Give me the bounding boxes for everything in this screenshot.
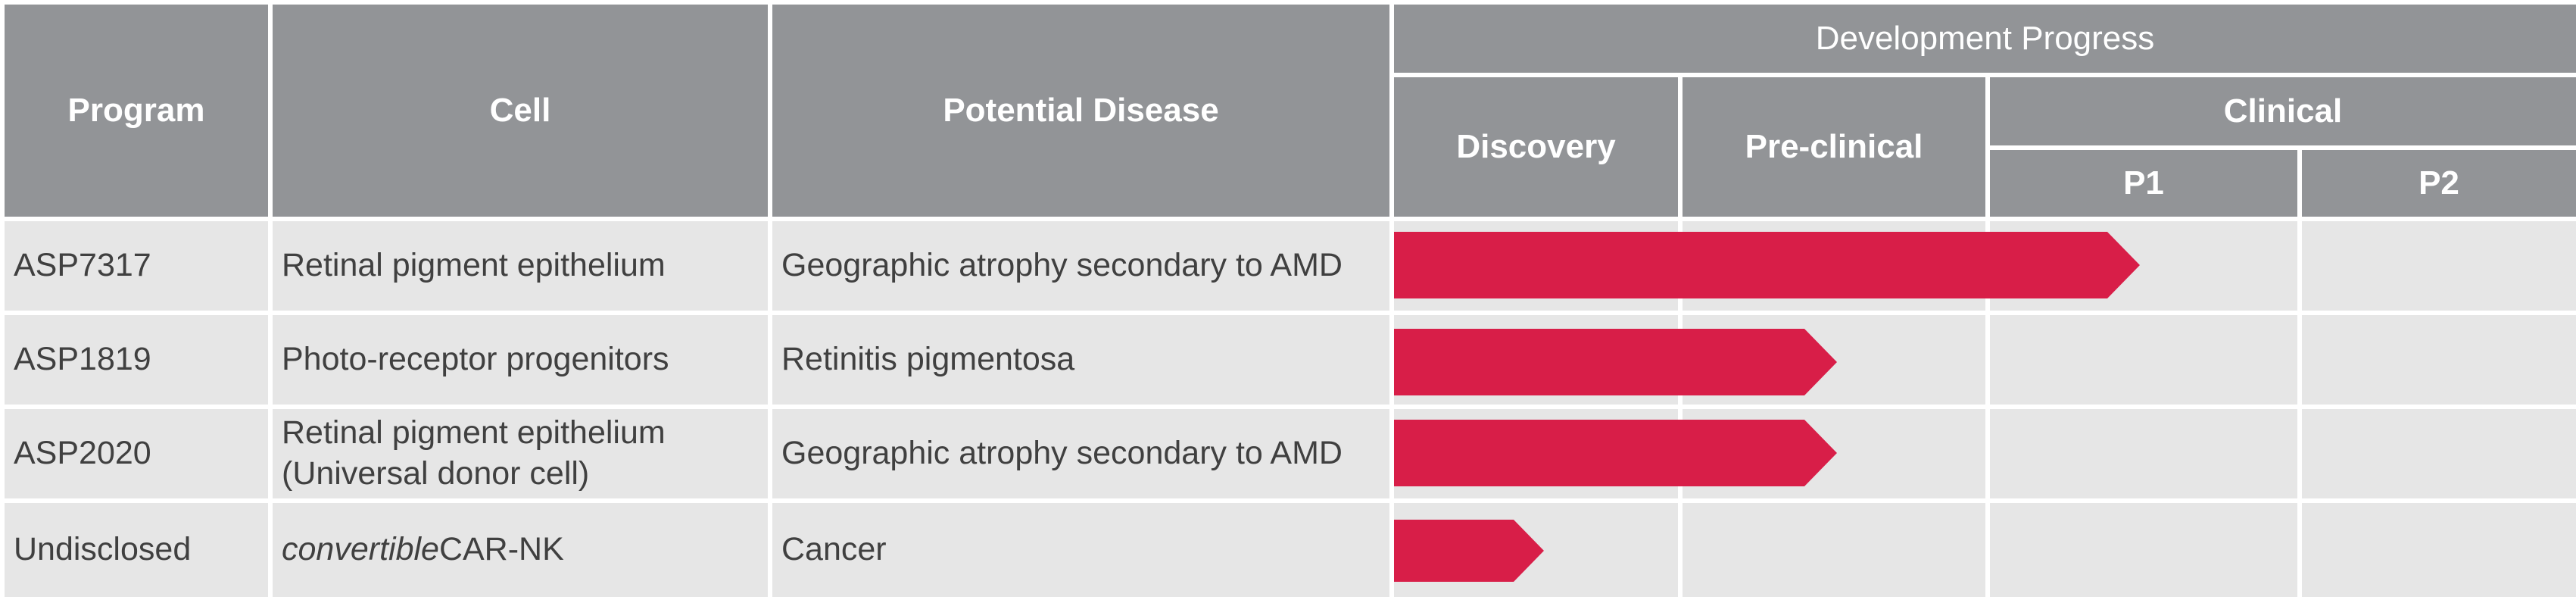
- cell-type-rest: CAR-NK: [438, 531, 564, 568]
- progress-arrow-undisclosed: [1394, 520, 1544, 582]
- program-name: Undisclosed: [14, 531, 192, 568]
- table-row-disease: Geographic atrophy secondary to AMD: [772, 221, 1389, 311]
- progress-arrow-asp1819: [1394, 329, 1837, 395]
- cell-type-italic: convertible: [282, 531, 439, 568]
- table-row-program: ASP7317: [5, 221, 268, 311]
- header-cell-label: Cell: [489, 92, 551, 129]
- table-row-program: ASP1819: [5, 315, 268, 405]
- program-name: ASP1819: [14, 341, 151, 378]
- table-row-cell: Photo-receptor progenitors: [273, 315, 768, 405]
- cell-type: Retinal pigment epithelium: [282, 247, 666, 284]
- cell-type-line1: Retinal pigment epithelium: [282, 414, 666, 451]
- progress-p2-cell: [2302, 221, 2576, 311]
- header-program: Program: [5, 5, 268, 217]
- disease-name: Retinitis pigmentosa: [781, 341, 1075, 378]
- header-disease: Potential Disease: [772, 5, 1389, 217]
- progress-p2-cell: [2302, 315, 2576, 405]
- table-row-disease: Cancer: [772, 503, 1389, 597]
- disease-name: Geographic atrophy secondary to AMD: [781, 247, 1343, 284]
- header-development-progress: Development Progress: [1394, 5, 2576, 73]
- header-disease-label: Potential Disease: [943, 92, 1219, 129]
- header-discovery: Discovery: [1394, 77, 1678, 217]
- disease-name: Cancer: [781, 531, 887, 568]
- table-row-cell: Retinal pigment epithelium (Universal don…: [273, 409, 768, 498]
- progress-p1-cell: [1990, 315, 2297, 405]
- program-name: ASP2020: [14, 435, 151, 472]
- header-p1: P1: [1990, 150, 2297, 217]
- table-row-program: ASP2020: [5, 409, 268, 498]
- header-cell: Cell: [273, 5, 768, 217]
- table-row-disease: Geographic atrophy secondary to AMD: [772, 409, 1389, 498]
- progress-p1-cell: [1990, 409, 2297, 498]
- table-row-cell: convertibleCAR-NK: [273, 503, 768, 597]
- header-development-progress-label: Development Progress: [1815, 20, 2155, 57]
- header-preclinical: Pre-clinical: [1683, 77, 1985, 217]
- header-p1-label: P1: [2123, 164, 2164, 202]
- header-clinical-label: Clinical: [2223, 92, 2343, 130]
- header-p2: P2: [2302, 150, 2576, 217]
- cell-type: Photo-receptor progenitors: [282, 341, 669, 378]
- progress-arrow-asp7317: [1394, 232, 2140, 298]
- header-preclinical-label: Pre-clinical: [1745, 128, 1923, 165]
- progress-p2-cell: [2302, 409, 2576, 498]
- header-program-label: Program: [67, 92, 205, 129]
- table-row-program: Undisclosed: [5, 503, 268, 597]
- table-row-cell: Retinal pigment epithelium: [273, 221, 768, 311]
- header-discovery-label: Discovery: [1456, 128, 1616, 165]
- progress-arrow-asp2020: [1394, 420, 1837, 486]
- header-p2-label: P2: [2419, 164, 2459, 202]
- progress-preclinical-cell: [1683, 503, 1985, 597]
- progress-p1-cell: [1990, 503, 2297, 597]
- table-row-disease: Retinitis pigmentosa: [772, 315, 1389, 405]
- disease-name: Geographic atrophy secondary to AMD: [781, 435, 1343, 472]
- progress-p2-cell: [2302, 503, 2576, 597]
- cell-type: convertibleCAR-NK: [282, 530, 564, 570]
- cell-type-line2: (Universal donor cell): [282, 455, 590, 492]
- cell-type: Retinal pigment epithelium (Universal don…: [282, 413, 666, 495]
- header-clinical: Clinical: [1990, 77, 2576, 145]
- program-name: ASP7317: [14, 247, 151, 284]
